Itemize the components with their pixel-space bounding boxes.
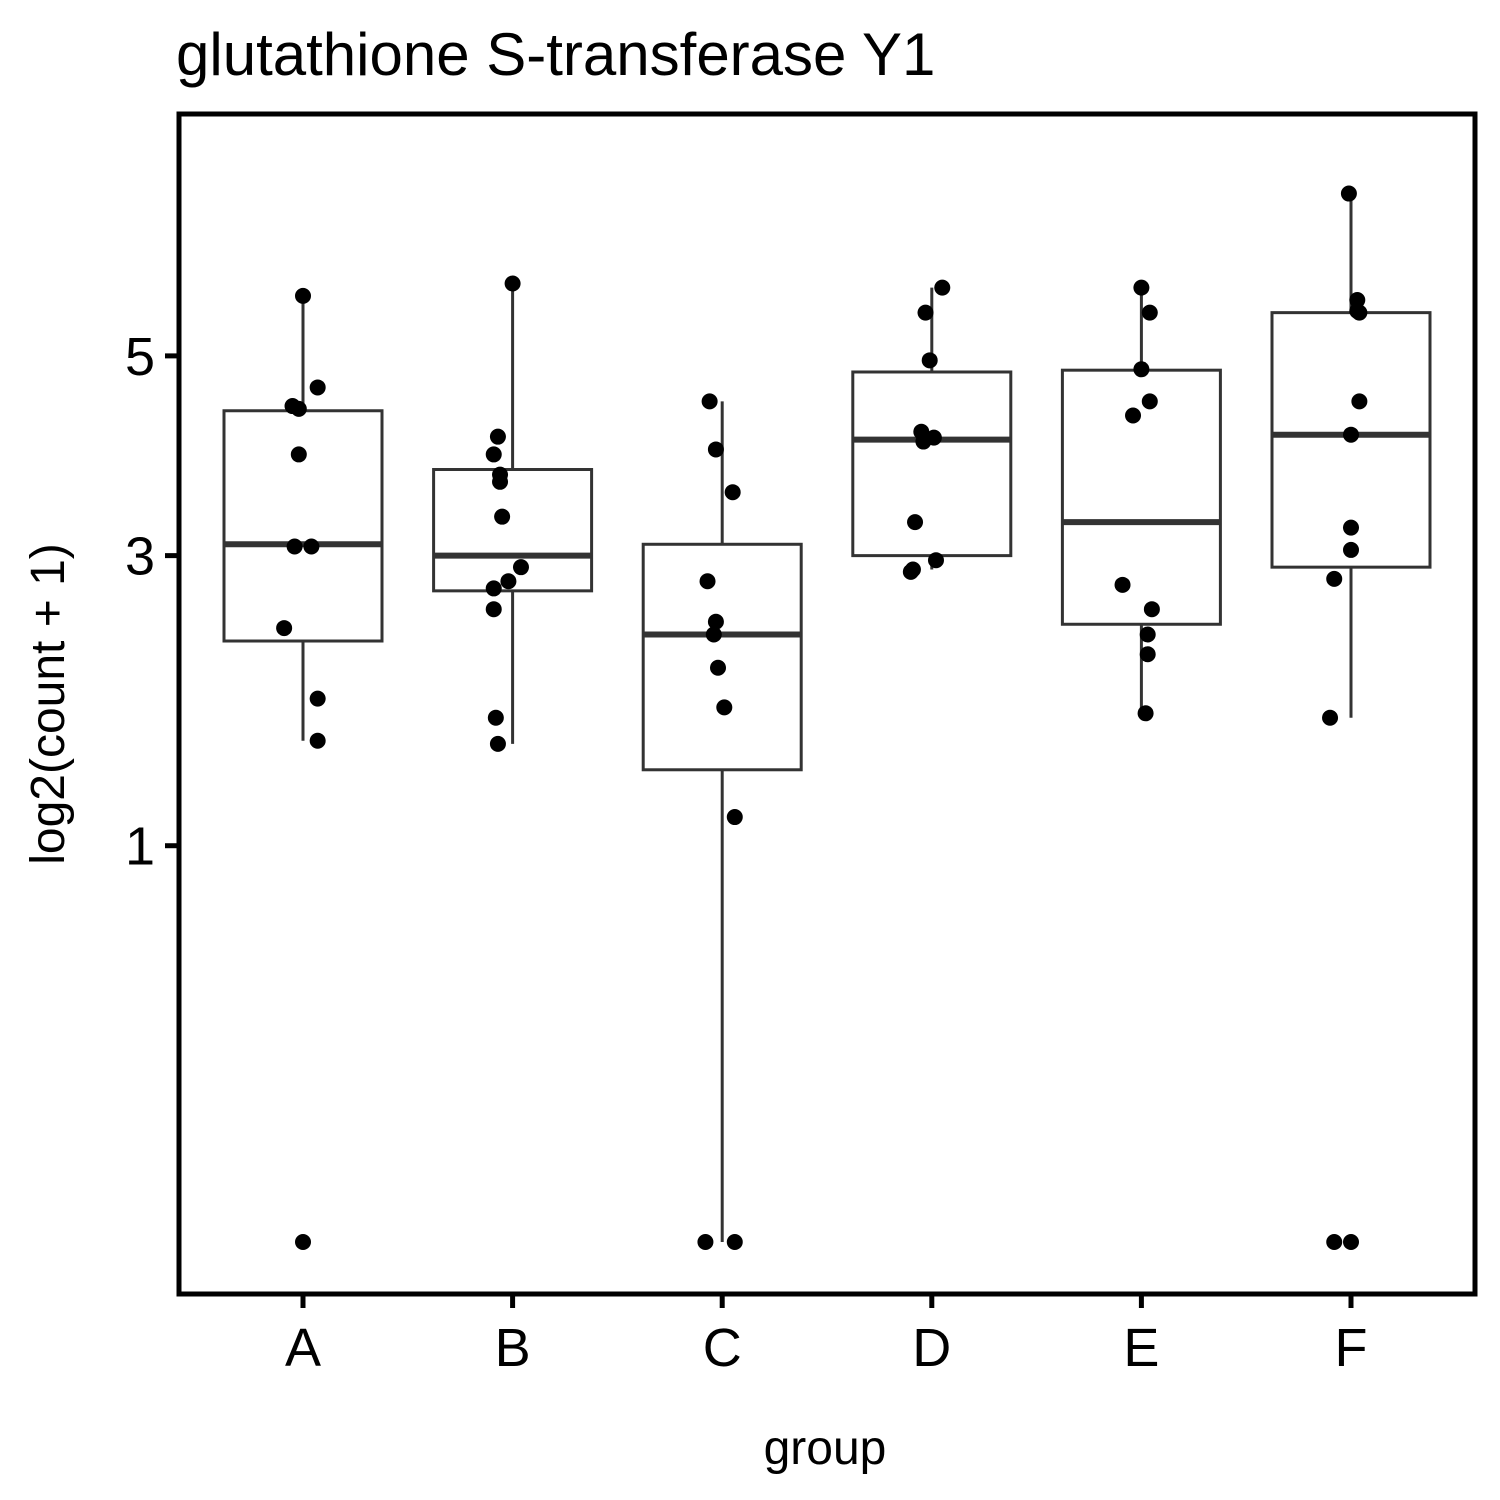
box [1060, 368, 1222, 626]
data-point [697, 1234, 714, 1250]
data-point [1139, 646, 1156, 663]
data-point [1141, 393, 1158, 410]
data-point [726, 809, 743, 826]
data-point [699, 573, 716, 590]
data-point [1326, 570, 1343, 587]
y-axis-title: log2(count + 1) [22, 543, 75, 865]
data-point [1343, 541, 1359, 558]
data-point [492, 473, 509, 490]
data-point [1351, 393, 1368, 410]
box [432, 468, 594, 593]
data-point [489, 735, 506, 752]
data-point [927, 552, 944, 569]
data-point [934, 279, 951, 296]
data-point [701, 393, 718, 410]
data-point [303, 538, 320, 555]
x-axis: A B C D E F [285, 1294, 1368, 1378]
data-point [707, 441, 724, 458]
data-point [512, 559, 529, 576]
data-point [915, 433, 932, 450]
x-tick-label: D [912, 1318, 951, 1378]
boxes-layer [222, 193, 1432, 1242]
box-group-d [851, 287, 1013, 570]
box-group-a [222, 295, 384, 741]
data-point [1322, 709, 1339, 726]
box-group-e [1060, 287, 1222, 711]
data-point [1343, 519, 1359, 536]
data-point [921, 352, 938, 369]
data-point [1133, 279, 1150, 296]
data-point [1343, 426, 1359, 443]
data-point [286, 538, 303, 555]
data-point [724, 484, 741, 501]
data-point [485, 601, 502, 618]
x-tick-label: A [285, 1318, 321, 1378]
data-point [295, 287, 311, 304]
data-point [1114, 576, 1131, 593]
data-point [500, 573, 517, 590]
box-group-c [641, 401, 803, 1242]
data-point [504, 275, 521, 292]
data-point [1343, 1234, 1359, 1250]
x-tick-label: E [1123, 1318, 1159, 1378]
box [641, 542, 803, 772]
y-tick-label: 3 [125, 527, 155, 587]
y-tick-label: 5 [125, 327, 155, 387]
data-point [1125, 407, 1142, 424]
data-point [494, 508, 511, 525]
y-tick-label: 1 [125, 817, 155, 877]
data-point [485, 580, 502, 597]
data-point [1133, 361, 1150, 378]
data-point [1143, 601, 1160, 618]
data-point [907, 514, 924, 531]
data-point [309, 690, 326, 707]
box [851, 370, 1013, 558]
data-point [309, 379, 326, 396]
data-point [1139, 626, 1156, 643]
data-point [489, 428, 506, 445]
data-point [1326, 1234, 1343, 1250]
data-point [295, 1234, 311, 1250]
box-group-b [432, 283, 594, 744]
x-tick-label: C [703, 1318, 742, 1378]
data-point [485, 446, 502, 463]
data-point [705, 626, 722, 643]
data-point [726, 1234, 743, 1250]
box-group-f [1270, 193, 1432, 718]
data-point [290, 446, 307, 463]
data-point [487, 709, 504, 726]
data-point [1340, 185, 1357, 202]
data-point [707, 613, 724, 630]
x-tick-label: B [495, 1318, 531, 1378]
x-axis-title: group [764, 1422, 887, 1475]
data-point [290, 400, 307, 417]
y-axis: 1 3 5 [125, 327, 179, 877]
data-point [1141, 304, 1158, 321]
box [222, 409, 384, 643]
data-point [309, 732, 326, 749]
data-point [1137, 705, 1154, 722]
plot-frame [176, 111, 1478, 1297]
chart-title: glutathione S-transferase Y1 [176, 21, 935, 88]
data-point [902, 563, 919, 580]
data-point [716, 699, 733, 716]
data-point [710, 659, 727, 676]
data-point [1351, 304, 1368, 321]
data-point [917, 304, 934, 321]
points-layer [276, 185, 1368, 1250]
data-point [276, 620, 293, 637]
x-tick-label: F [1335, 1318, 1368, 1378]
